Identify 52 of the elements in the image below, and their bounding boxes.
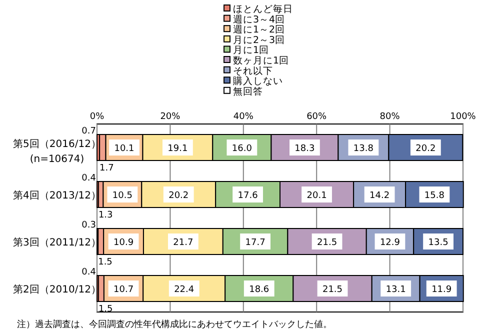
data-label: 19.1 xyxy=(168,144,188,154)
legend-label: 数ヶ月に1回 xyxy=(233,56,290,66)
data-label: 11.9 xyxy=(432,285,452,295)
data-label: 21.5 xyxy=(322,285,343,295)
x-tick-label: 100% xyxy=(450,112,476,122)
data-label: 21.7 xyxy=(173,238,194,248)
data-label: 17.7 xyxy=(245,238,266,248)
data-label: 15.8 xyxy=(424,191,445,201)
data-label: 16.0 xyxy=(232,144,252,154)
data-label: 18.6 xyxy=(249,285,270,295)
x-tick-label: 60% xyxy=(306,112,328,122)
y-tick-label: 第5回（2016/12） (n=10674) xyxy=(13,138,101,165)
legend-label: 月に2～3回 xyxy=(233,34,286,46)
data-label: 10.7 xyxy=(114,285,134,295)
data-label: 0.7 xyxy=(82,126,96,136)
legend-label: ほとんど毎日 xyxy=(233,3,293,15)
legend-label: 週に3～4回 xyxy=(233,14,286,26)
legend-label: 月に1回 xyxy=(233,45,270,56)
data-label: 10.9 xyxy=(114,238,134,248)
x-tick-label: 80% xyxy=(380,112,400,122)
data-label: 20.1 xyxy=(306,191,327,201)
data-label: 10.5 xyxy=(112,191,132,201)
data-label: 21.5 xyxy=(317,238,338,248)
x-tick-label: 0% xyxy=(90,112,105,122)
text: 注）過去調査は、今回調査の性年代構成比にあわせてウエイトバックした値。 xyxy=(17,319,332,330)
data-label: 0.4 xyxy=(82,174,96,184)
data-label: 22.4 xyxy=(174,285,194,295)
data-label: 13.5 xyxy=(428,238,448,248)
data-label: 1.5 xyxy=(98,258,112,268)
data-label: 13.1 xyxy=(386,285,406,295)
y-tick-label: 第4回（2013/12） xyxy=(13,190,101,202)
data-label: 1.5 xyxy=(98,304,113,314)
data-label: 10.1 xyxy=(114,144,134,154)
data-label: 20.2 xyxy=(168,191,189,201)
data-label: 13.8 xyxy=(353,144,374,154)
legend-label: 購入しない xyxy=(233,75,283,88)
data-label: 0.4 xyxy=(82,268,96,278)
y-tick-label: 第3回（2011/12） xyxy=(13,236,101,248)
data-label: 17.6 xyxy=(238,191,258,201)
data-label: 1.7 xyxy=(100,164,114,174)
data-label: 12.9 xyxy=(380,238,400,248)
data-label: 1.3 xyxy=(98,210,113,220)
legend-label: それ以下 xyxy=(233,64,273,77)
x-tick-label: 20% xyxy=(160,112,181,122)
data-label: 0.3 xyxy=(82,220,96,230)
legend-label: 週に1～2回 xyxy=(233,24,286,36)
legend-label: 無回答 xyxy=(233,85,263,98)
data-label: 14.2 xyxy=(370,191,390,201)
data-label: 18.3 xyxy=(294,144,315,154)
y-tick-label: 第2回（2010/12） xyxy=(13,284,101,296)
data-label: 20.2 xyxy=(416,144,436,154)
x-tick-label: 40% xyxy=(233,112,254,122)
